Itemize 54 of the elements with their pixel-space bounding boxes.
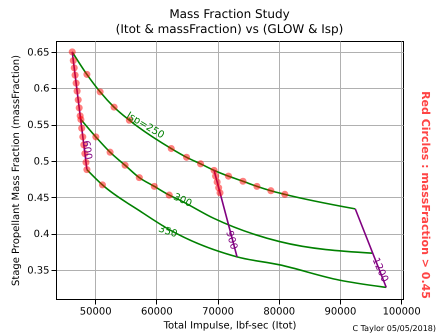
point [281, 190, 288, 198]
point [96, 88, 104, 96]
point [106, 148, 114, 156]
point [79, 133, 86, 140]
annotation: 600 [80, 140, 94, 160]
point [212, 172, 220, 180]
x-tick-label: 90000 [324, 306, 356, 318]
point [70, 64, 78, 72]
point [216, 189, 224, 196]
point [82, 158, 90, 166]
point [76, 104, 83, 112]
x-tick-label: 80000 [263, 306, 296, 318]
point [72, 72, 79, 79]
text: Red Circles : massFraction > 0.45 [419, 91, 432, 299]
point [77, 116, 84, 124]
point [98, 181, 106, 188]
point [214, 178, 221, 186]
y-tick-label: 0.5 [34, 156, 50, 168]
point [166, 192, 173, 199]
point [122, 162, 129, 169]
x-tick-label: 70000 [202, 306, 234, 318]
point [168, 145, 175, 152]
y-tick-label: 0.4 [34, 229, 50, 240]
point [136, 174, 143, 182]
point [253, 182, 260, 190]
point [210, 166, 218, 174]
point [197, 160, 204, 168]
y-tick-label: 0.45 [27, 192, 50, 204]
x-tick-label: 100000 [382, 306, 421, 318]
y-tick-label: 0.6 [34, 84, 50, 95]
point [239, 178, 246, 185]
point [267, 187, 274, 194]
y-tick-label: 0.55 [27, 120, 50, 132]
y-tick-label: 0.35 [27, 265, 50, 276]
x-tick-label: 50000 [80, 306, 112, 318]
chart-title: Mass Fraction Study (Itot & massFraction) vs (GLOW & Isp) [116, 7, 344, 36]
text: C Taylor 05/05/2018) [352, 324, 436, 333]
point [70, 57, 77, 64]
point [74, 96, 82, 104]
x-tick-label: 60000 [140, 306, 173, 318]
point [83, 70, 90, 78]
point [68, 48, 76, 56]
point [74, 88, 81, 95]
point [78, 124, 86, 132]
point [183, 154, 190, 161]
point [83, 166, 90, 174]
y-tick-label: 0.65 [27, 47, 50, 58]
point [150, 182, 158, 190]
point [224, 172, 232, 180]
x-axis-title: Total Impulse, lbf-sec (Itot) [162, 320, 297, 332]
point [72, 80, 80, 87]
point [92, 133, 100, 140]
y-axis-title: Stage Propellant Mass Fraction (massFraction) [11, 54, 22, 286]
point [110, 104, 118, 111]
